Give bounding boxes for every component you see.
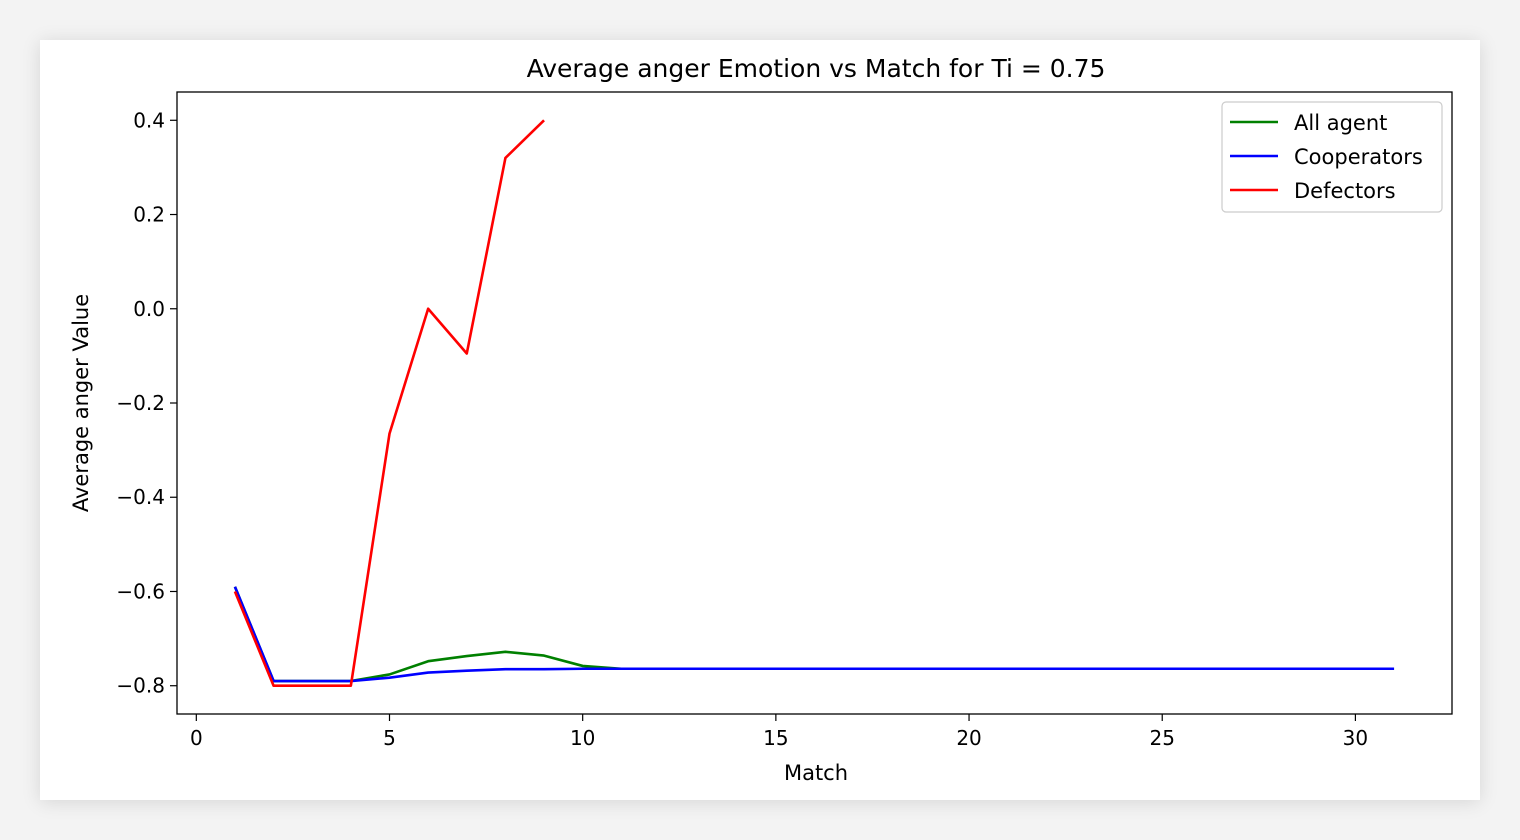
x-tick-label: 15 bbox=[763, 726, 788, 750]
legend-label-1: Cooperators bbox=[1294, 145, 1423, 169]
chart-title: Average anger Emotion vs Match for Ti = … bbox=[527, 54, 1106, 83]
x-tick-label: 20 bbox=[956, 726, 981, 750]
chart-canvas: 0 5 10 15 20 25 30 0.4 0.2 0.0 −0.2 −0.4 −0.6 −0.8 A… bbox=[69, 54, 1453, 785]
x-tick-label: 25 bbox=[1150, 726, 1175, 750]
series-line-0 bbox=[233, 586, 1395, 683]
y-axis-title: Average anger Value bbox=[69, 294, 93, 512]
legend-label-2: Defectors bbox=[1294, 179, 1396, 203]
x-tick-label: 0 bbox=[190, 726, 203, 750]
series-line-2 bbox=[233, 119, 545, 688]
y-tick-label: 0.2 bbox=[133, 203, 165, 227]
y-tick-label: −0.2 bbox=[116, 391, 165, 415]
y-tick-label: 0.0 bbox=[133, 297, 165, 321]
x-tick-label: 30 bbox=[1343, 726, 1368, 750]
y-tick-label: 0.4 bbox=[133, 108, 165, 132]
legend-label-0: All agent bbox=[1294, 111, 1387, 135]
x-tick-label: 5 bbox=[383, 726, 396, 750]
legend: All agent Cooperators Defectors bbox=[1221, 101, 1443, 213]
y-tick-label: −0.4 bbox=[116, 485, 165, 509]
series-lines bbox=[233, 119, 1395, 688]
x-axis: 0 5 10 15 20 25 30 bbox=[190, 714, 1368, 750]
y-axis: 0.4 0.2 0.0 −0.2 −0.4 −0.6 −0.8 bbox=[116, 108, 177, 698]
series-line-1 bbox=[233, 586, 1395, 683]
y-tick-label: −0.8 bbox=[116, 674, 165, 698]
legend-box bbox=[1221, 101, 1443, 213]
chart-card: 0 5 10 15 20 25 30 0.4 0.2 0.0 −0.2 −0.4 −0.6 −0.8 A… bbox=[40, 40, 1480, 800]
x-tick-label: 10 bbox=[570, 726, 595, 750]
y-tick-label: −0.6 bbox=[116, 579, 165, 603]
x-axis-title: Match bbox=[784, 761, 848, 785]
